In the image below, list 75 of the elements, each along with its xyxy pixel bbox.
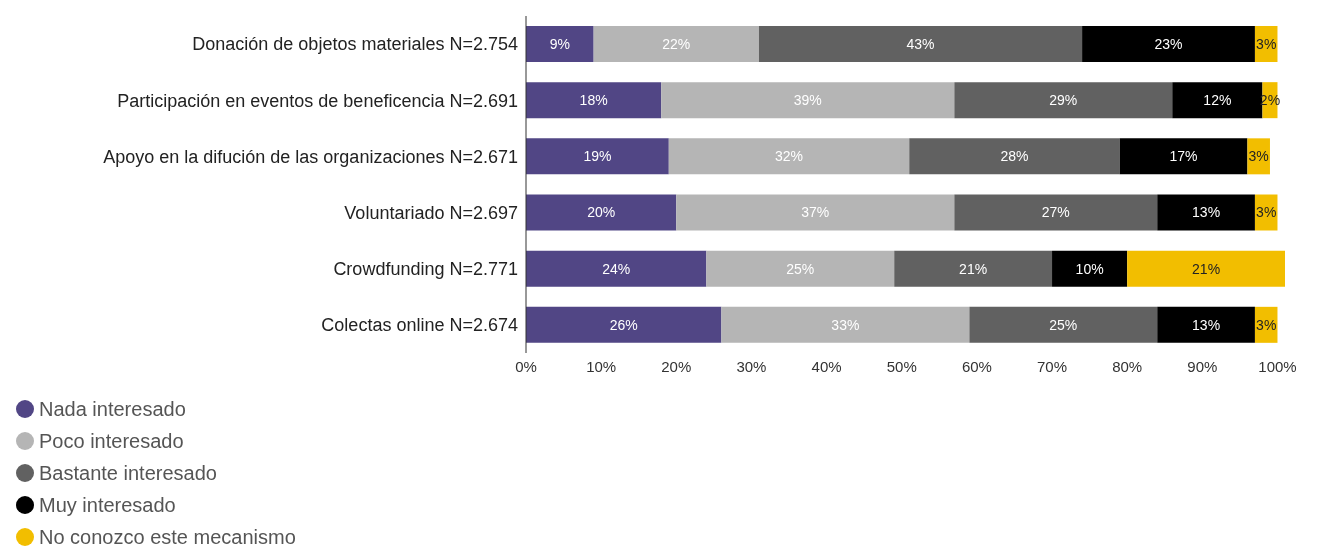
bar [969, 306, 1158, 343]
data-label: 21% [959, 260, 988, 277]
bar [954, 82, 1173, 119]
data-label: 25% [786, 260, 815, 277]
legend-label: Muy interesado [38, 492, 177, 518]
data-label: 3% [1248, 148, 1269, 165]
bar [526, 82, 662, 119]
x-tick-label: 100% [1258, 357, 1297, 375]
bar [1052, 250, 1128, 287]
bar [526, 26, 594, 62]
y-tick-label: Voluntariado N=2.697 [344, 202, 518, 223]
bar [526, 250, 707, 287]
data-label: 39% [793, 92, 822, 109]
data-label: 13% [1192, 316, 1221, 333]
y-tick-label: Donación de objetos materiales N=2.754 [192, 34, 518, 55]
data-label: 21% [1192, 260, 1221, 277]
bar [894, 250, 1053, 287]
bar [676, 194, 955, 231]
data-label: 17% [1169, 148, 1198, 165]
bar [909, 138, 1120, 175]
y-tick-label: Participación en eventos de beneficencia N=2.691 [117, 90, 518, 111]
bar [1119, 138, 1248, 175]
bar [954, 194, 1158, 231]
y-tick-label: Crowdfunding N=2.771 [333, 259, 518, 280]
x-tick-label: 60% [961, 357, 992, 375]
x-tick-label: 70% [1037, 357, 1068, 375]
bar [668, 138, 910, 175]
x-tick-label: 0% [515, 357, 537, 375]
data-label: 29% [1049, 92, 1078, 109]
legend-label: Bastante interesado [38, 460, 218, 486]
data-label: 37% [801, 204, 830, 221]
data-label: 9% [549, 35, 570, 52]
data-label: 22% [662, 35, 691, 52]
data-label: 18% [579, 92, 608, 109]
x-tick-label: 90% [1187, 357, 1218, 375]
x-tick-label: 50% [886, 357, 917, 375]
bar [1157, 194, 1255, 231]
data-label: 43% [906, 35, 935, 52]
bar [1157, 306, 1255, 343]
x-tick-label: 10% [586, 357, 617, 375]
data-label: 24% [602, 260, 631, 277]
bar [706, 250, 895, 287]
data-label: 3% [1256, 204, 1277, 221]
y-tick-label: Colectas online N=2.674 [321, 315, 518, 336]
bar [758, 26, 1083, 62]
data-label: 25% [1049, 316, 1078, 333]
data-label: 26% [609, 316, 638, 333]
x-tick-label: 20% [661, 357, 692, 375]
data-label: 19% [583, 148, 612, 165]
bar [1127, 250, 1285, 287]
data-label: 13% [1192, 204, 1221, 221]
bar [526, 306, 722, 343]
x-tick-label: 40% [811, 357, 842, 375]
data-label: 10% [1075, 260, 1104, 277]
x-tick-label: 80% [1112, 357, 1143, 375]
legend-label: Poco interesado [38, 428, 185, 454]
y-tick-label: Apoyo en la difución de las organizaciones N=2.671 [103, 146, 518, 167]
data-label: 28% [1000, 148, 1029, 165]
bar [593, 26, 759, 62]
data-label: 27% [1041, 204, 1070, 221]
bar [1082, 26, 1255, 62]
bar [721, 306, 970, 343]
legend-label: No conozco este mecanismo [38, 524, 297, 550]
data-label: 3% [1256, 35, 1277, 52]
data-label: 20% [587, 204, 616, 221]
data-label: 33% [831, 316, 860, 333]
data-label: 23% [1154, 35, 1183, 52]
bar [526, 194, 677, 231]
data-label: 32% [775, 148, 804, 165]
bar [526, 138, 669, 175]
legend-label: Nada interesado [38, 396, 187, 422]
x-tick-label: 30% [736, 357, 767, 375]
data-label: 12% [1203, 92, 1232, 109]
data-label: 3% [1256, 316, 1277, 333]
bar [661, 82, 955, 119]
